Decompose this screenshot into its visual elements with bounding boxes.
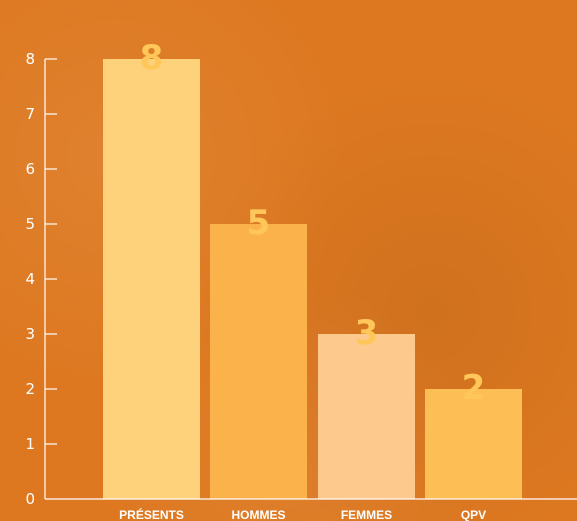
data-label: 5: [247, 203, 271, 243]
y-tick-label: 6: [25, 160, 35, 178]
bar: [318, 334, 415, 499]
y-axis: 0 1 2 3 4 5 6 7 8: [25, 50, 57, 508]
y-tick-label: 4: [25, 270, 35, 288]
y-tick-label: 2: [25, 380, 35, 398]
data-label: 8: [140, 38, 164, 78]
bars: 8 5 3 2: [103, 38, 522, 499]
y-tick-label: 0: [25, 490, 35, 508]
y-tick-label: 3: [25, 325, 35, 343]
x-tick-label: FEMMES: [341, 508, 392, 521]
data-label: 2: [462, 368, 486, 408]
data-label: 3: [355, 313, 379, 353]
x-tick-label: HOMMES: [232, 508, 286, 521]
y-tick-label: 7: [25, 105, 35, 123]
y-tick-label: 5: [25, 215, 35, 233]
bar: [210, 224, 307, 499]
x-tick-label: PRÉSENTS: [119, 507, 184, 521]
y-tick-label: 8: [25, 50, 35, 68]
bar: [103, 59, 200, 499]
y-tick-label: 1: [25, 435, 35, 453]
x-axis: PRÉSENTS HOMMES FEMMES QPV: [45, 498, 577, 521]
bar: [425, 389, 522, 499]
x-tick-label: QPV: [461, 508, 486, 521]
